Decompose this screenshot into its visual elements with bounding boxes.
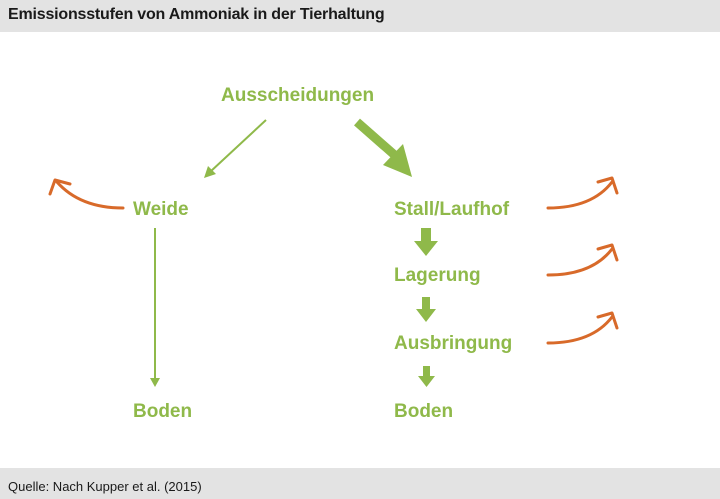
emission-arrow-storage [546, 243, 619, 277]
arrow-storage-to-spreading [416, 297, 436, 322]
node-excretions: Ausscheidungen [221, 85, 375, 106]
arrow-pasture-to-soil [150, 228, 160, 387]
arrow-spreading-to-soil [418, 366, 435, 387]
node-pasture-soil: Boden [133, 401, 193, 422]
diagram-panel: Ausscheidungen Weide Boden Stall/Laufhof… [0, 32, 720, 468]
node-barn: Stall/Laufhof [394, 199, 510, 220]
node-storage: Lagerung [394, 265, 481, 286]
node-spreading: Ausbringung [394, 333, 513, 354]
diagram-arrows [48, 118, 619, 387]
diagram-title: Emissionsstufen von Ammoniak in der Tier… [8, 6, 385, 23]
node-pasture: Weide [133, 199, 189, 220]
arrow-excretions-to-barn [354, 118, 412, 177]
node-barn-soil: Boden [394, 401, 454, 422]
emission-arrow-pasture [48, 178, 125, 210]
emission-arrow-spreading [546, 311, 619, 345]
source-note: Quelle: Nach Kupper et al. (2015) [8, 479, 202, 494]
arrow-barn-to-storage [414, 228, 438, 256]
arrow-excretions-to-pasture [204, 119, 267, 178]
emission-arrow-barn [546, 176, 619, 210]
